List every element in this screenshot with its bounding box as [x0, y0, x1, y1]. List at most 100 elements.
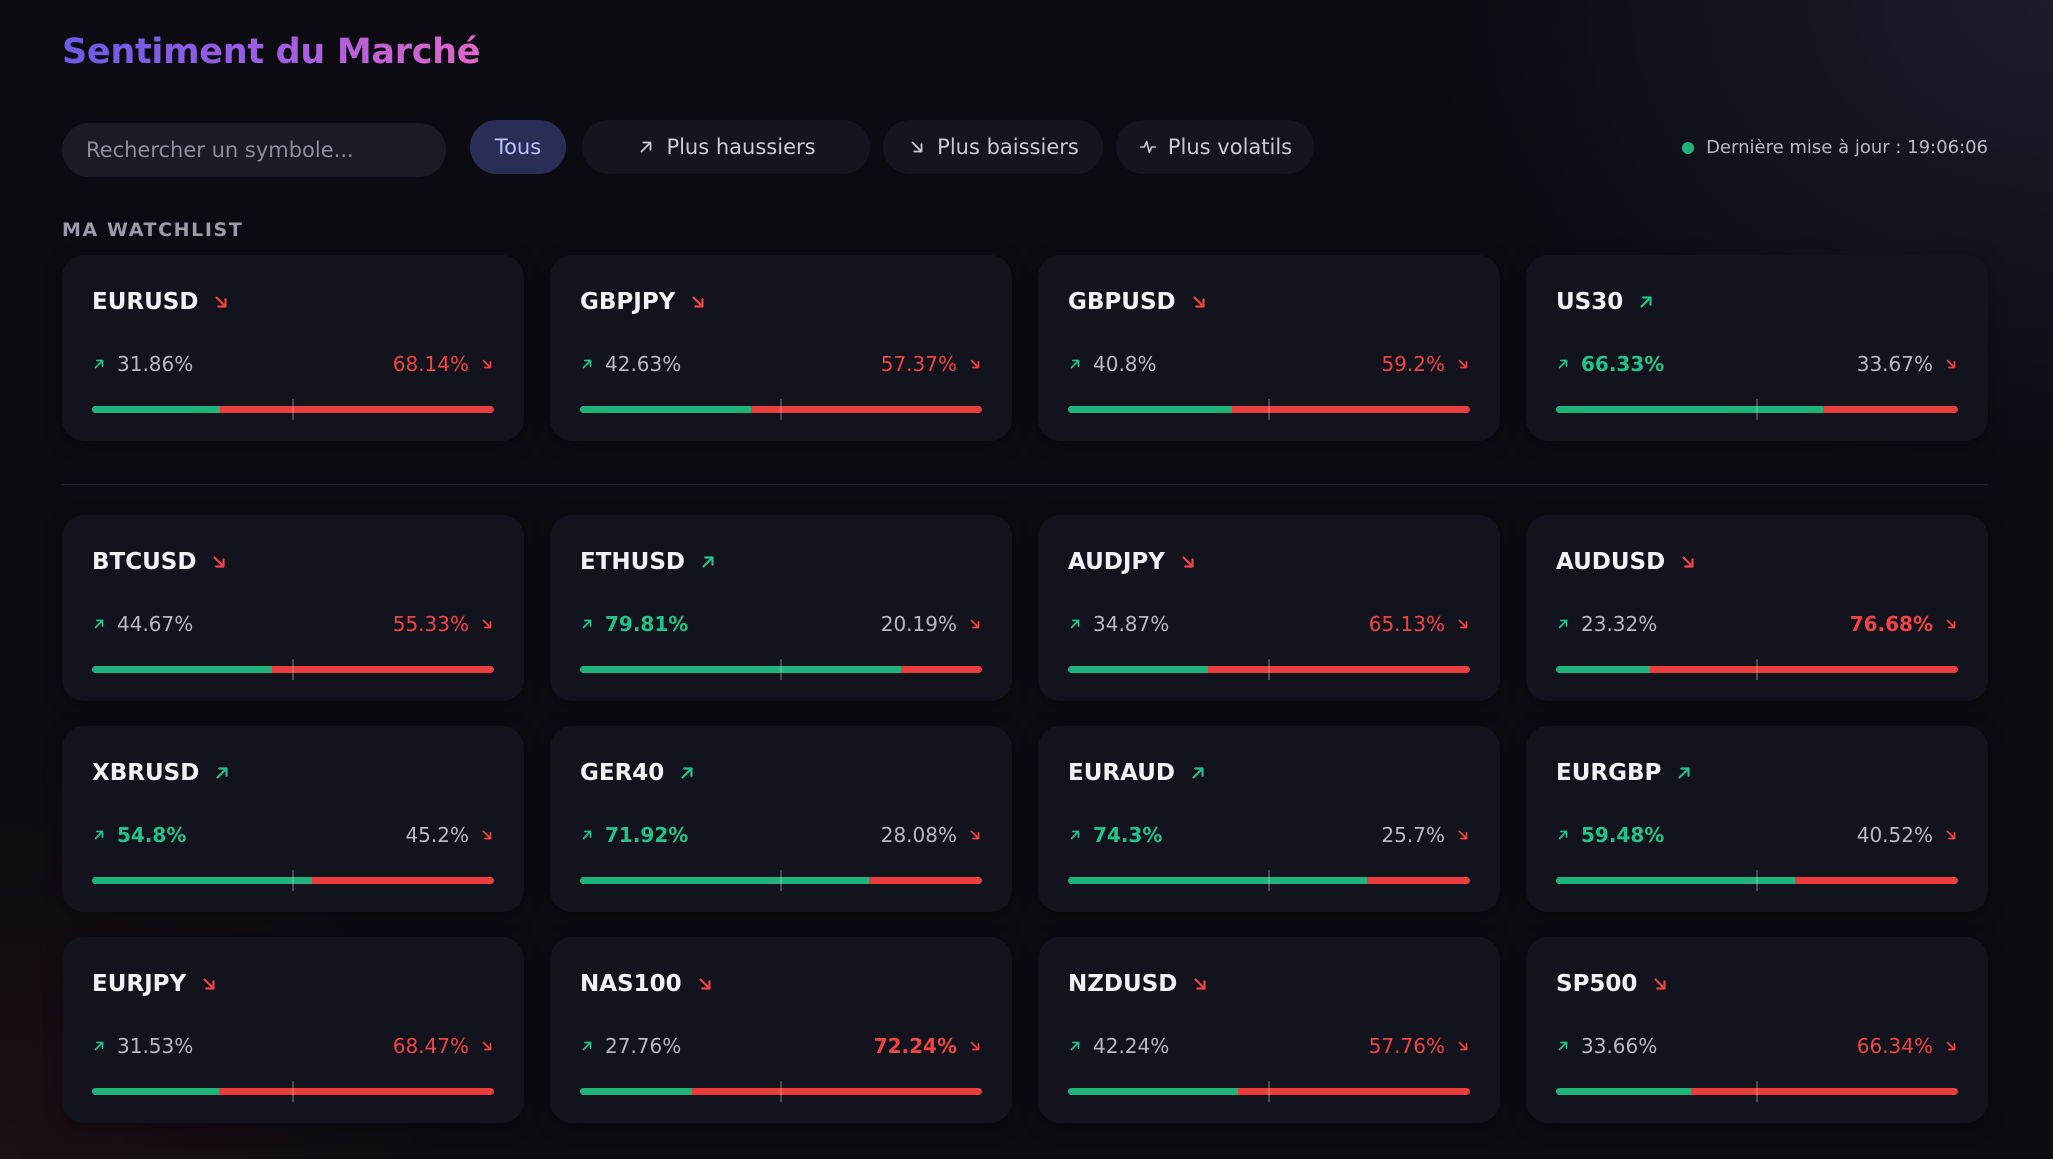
sentiment-card[interactable]: EURAUD 74.3% 25.7%	[1038, 726, 1500, 912]
trend-down-icon	[1651, 975, 1669, 993]
sentiment-card[interactable]: XBRUSD 54.8% 45.2%	[62, 726, 524, 912]
trend-down-icon	[1190, 293, 1208, 311]
bullish-percentage: 33.66%	[1556, 1034, 1657, 1058]
symbol-name: XBRUSD	[92, 760, 231, 786]
bearish-value: 68.47%	[392, 1034, 469, 1058]
symbol-name: GBPJPY	[580, 289, 707, 315]
sentiment-bar-bullish-fill	[1556, 1088, 1692, 1095]
bearish-percentage: 68.14%	[393, 352, 494, 376]
bearish-value: 40.52%	[1856, 823, 1933, 847]
sentiment-bar	[580, 870, 982, 891]
bearish-percentage: 59.2%	[1381, 352, 1470, 376]
bearish-value: 20.19%	[880, 612, 957, 636]
bearish-value: 33.67%	[1856, 352, 1933, 376]
trend-down-icon	[689, 293, 707, 311]
sentiment-bar	[92, 1081, 494, 1102]
trend-up-icon	[1189, 764, 1207, 782]
arrow-up-right-icon	[1556, 828, 1570, 842]
symbol-label: EURAUD	[1068, 760, 1175, 786]
bullish-percentage: 66.33%	[1556, 352, 1664, 376]
symbol-label: GER40	[580, 760, 665, 786]
bullish-percentage: 31.86%	[92, 352, 193, 376]
bearish-value: 59.2%	[1381, 352, 1445, 376]
bullish-value: 79.81%	[605, 612, 689, 636]
arrow-up-right-icon	[636, 137, 656, 157]
arrow-down-right-icon	[968, 1039, 982, 1053]
arrow-up-right-icon	[1068, 357, 1082, 371]
sentiment-card[interactable]: US30 66.33% 33.67%	[1526, 255, 1988, 441]
sentiment-card[interactable]: SP500 33.66% 66.34%	[1526, 937, 1988, 1123]
filter-most-volatile-button[interactable]: Plus volatils	[1116, 120, 1314, 174]
symbol-name: US30	[1556, 289, 1655, 315]
arrow-up-right-icon	[580, 828, 594, 842]
sentiment-card[interactable]: NZDUSD 42.24% 57.76%	[1038, 937, 1500, 1123]
sentiment-bar	[92, 870, 494, 891]
sentiment-card[interactable]: BTCUSD 44.67% 55.33%	[62, 515, 524, 701]
sentiment-bar-midpoint	[1756, 659, 1758, 680]
filter-most-bullish-button[interactable]: Plus haussiers	[582, 120, 870, 174]
bullish-value: 42.24%	[1093, 1034, 1170, 1058]
filter-all-button[interactable]: Tous	[470, 120, 566, 174]
arrow-up-right-icon	[1556, 357, 1570, 371]
sentiment-bar-midpoint	[780, 399, 782, 420]
sentiment-card[interactable]: AUDJPY 34.87% 65.13%	[1038, 515, 1500, 701]
sentiment-card[interactable]: EURUSD 31.86% 68.14%	[62, 255, 524, 441]
bearish-percentage: 55.33%	[393, 612, 494, 636]
bullish-value: 33.66%	[1581, 1034, 1658, 1058]
bearish-percentage: 33.67%	[1857, 352, 1958, 376]
bullish-value: 54.8%	[117, 823, 187, 847]
sentiment-bar-midpoint	[1756, 399, 1758, 420]
sentiment-card[interactable]: NAS100 27.76% 72.24%	[550, 937, 1012, 1123]
sentiment-bar	[580, 399, 982, 420]
bullish-percentage: 74.3%	[1068, 823, 1162, 847]
bullish-percentage: 59.48%	[1556, 823, 1664, 847]
bullish-value: 42.63%	[605, 352, 682, 376]
symbol-label: US30	[1556, 289, 1624, 315]
arrow-down-right-icon	[1456, 357, 1470, 371]
bearish-percentage: 65.13%	[1369, 612, 1470, 636]
arrow-up-right-icon	[1068, 617, 1082, 631]
bearish-percentage: 20.19%	[881, 612, 982, 636]
arrow-down-right-icon	[480, 357, 494, 371]
bearish-value: 57.76%	[1368, 1034, 1445, 1058]
bullish-value: 31.53%	[117, 1034, 194, 1058]
sentiment-card[interactable]: EURGBP 59.48% 40.52%	[1526, 726, 1988, 912]
sentiment-bar-midpoint	[780, 1081, 782, 1102]
sentiment-card[interactable]: AUDUSD 23.32% 76.68%	[1526, 515, 1988, 701]
sentiment-bar-bullish-fill	[1068, 1088, 1238, 1095]
bearish-percentage: 68.47%	[393, 1034, 494, 1058]
bullish-value: 27.76%	[605, 1034, 682, 1058]
sentiment-bar	[1556, 399, 1958, 420]
bearish-value: 45.2%	[405, 823, 469, 847]
sentiment-card[interactable]: ETHUSD 79.81% 20.19%	[550, 515, 1012, 701]
bearish-value: 57.37%	[880, 352, 957, 376]
sentiment-bar-bullish-fill	[1556, 877, 1796, 884]
bullish-value: 71.92%	[605, 823, 689, 847]
filter-label: Plus baissiers	[937, 135, 1079, 159]
sentiment-bar-bullish-fill	[580, 666, 901, 673]
bullish-value: 66.33%	[1581, 352, 1665, 376]
sentiment-bar-bullish-fill	[580, 406, 752, 413]
filter-most-bearish-button[interactable]: Plus baissiers	[883, 120, 1103, 174]
symbol-label: XBRUSD	[92, 760, 200, 786]
symbol-name: SP500	[1556, 971, 1669, 997]
bullish-percentage: 42.63%	[580, 352, 681, 376]
sentiment-card[interactable]: GBPJPY 42.63% 57.37%	[550, 255, 1012, 441]
sentiment-card[interactable]: GBPUSD 40.8% 59.2%	[1038, 255, 1500, 441]
bullish-value: 74.3%	[1093, 823, 1163, 847]
bearish-value: 66.34%	[1856, 1034, 1933, 1058]
sentiment-bar	[1068, 870, 1470, 891]
bearish-percentage: 28.08%	[881, 823, 982, 847]
search-input[interactable]	[62, 123, 446, 177]
arrow-down-right-icon	[1456, 617, 1470, 631]
sentiment-bar-midpoint	[780, 870, 782, 891]
symbol-name: EURGBP	[1556, 760, 1693, 786]
sentiment-bar-bullish-fill	[580, 1088, 692, 1095]
sentiment-card[interactable]: GER40 71.92% 28.08%	[550, 726, 1012, 912]
bearish-value: 25.7%	[1381, 823, 1445, 847]
symbol-label: NZDUSD	[1068, 971, 1178, 997]
sentiment-card[interactable]: EURJPY 31.53% 68.47%	[62, 937, 524, 1123]
sentiment-bar-midpoint	[1268, 1081, 1270, 1102]
bearish-percentage: 66.34%	[1857, 1034, 1958, 1058]
sentiment-bar	[92, 399, 494, 420]
